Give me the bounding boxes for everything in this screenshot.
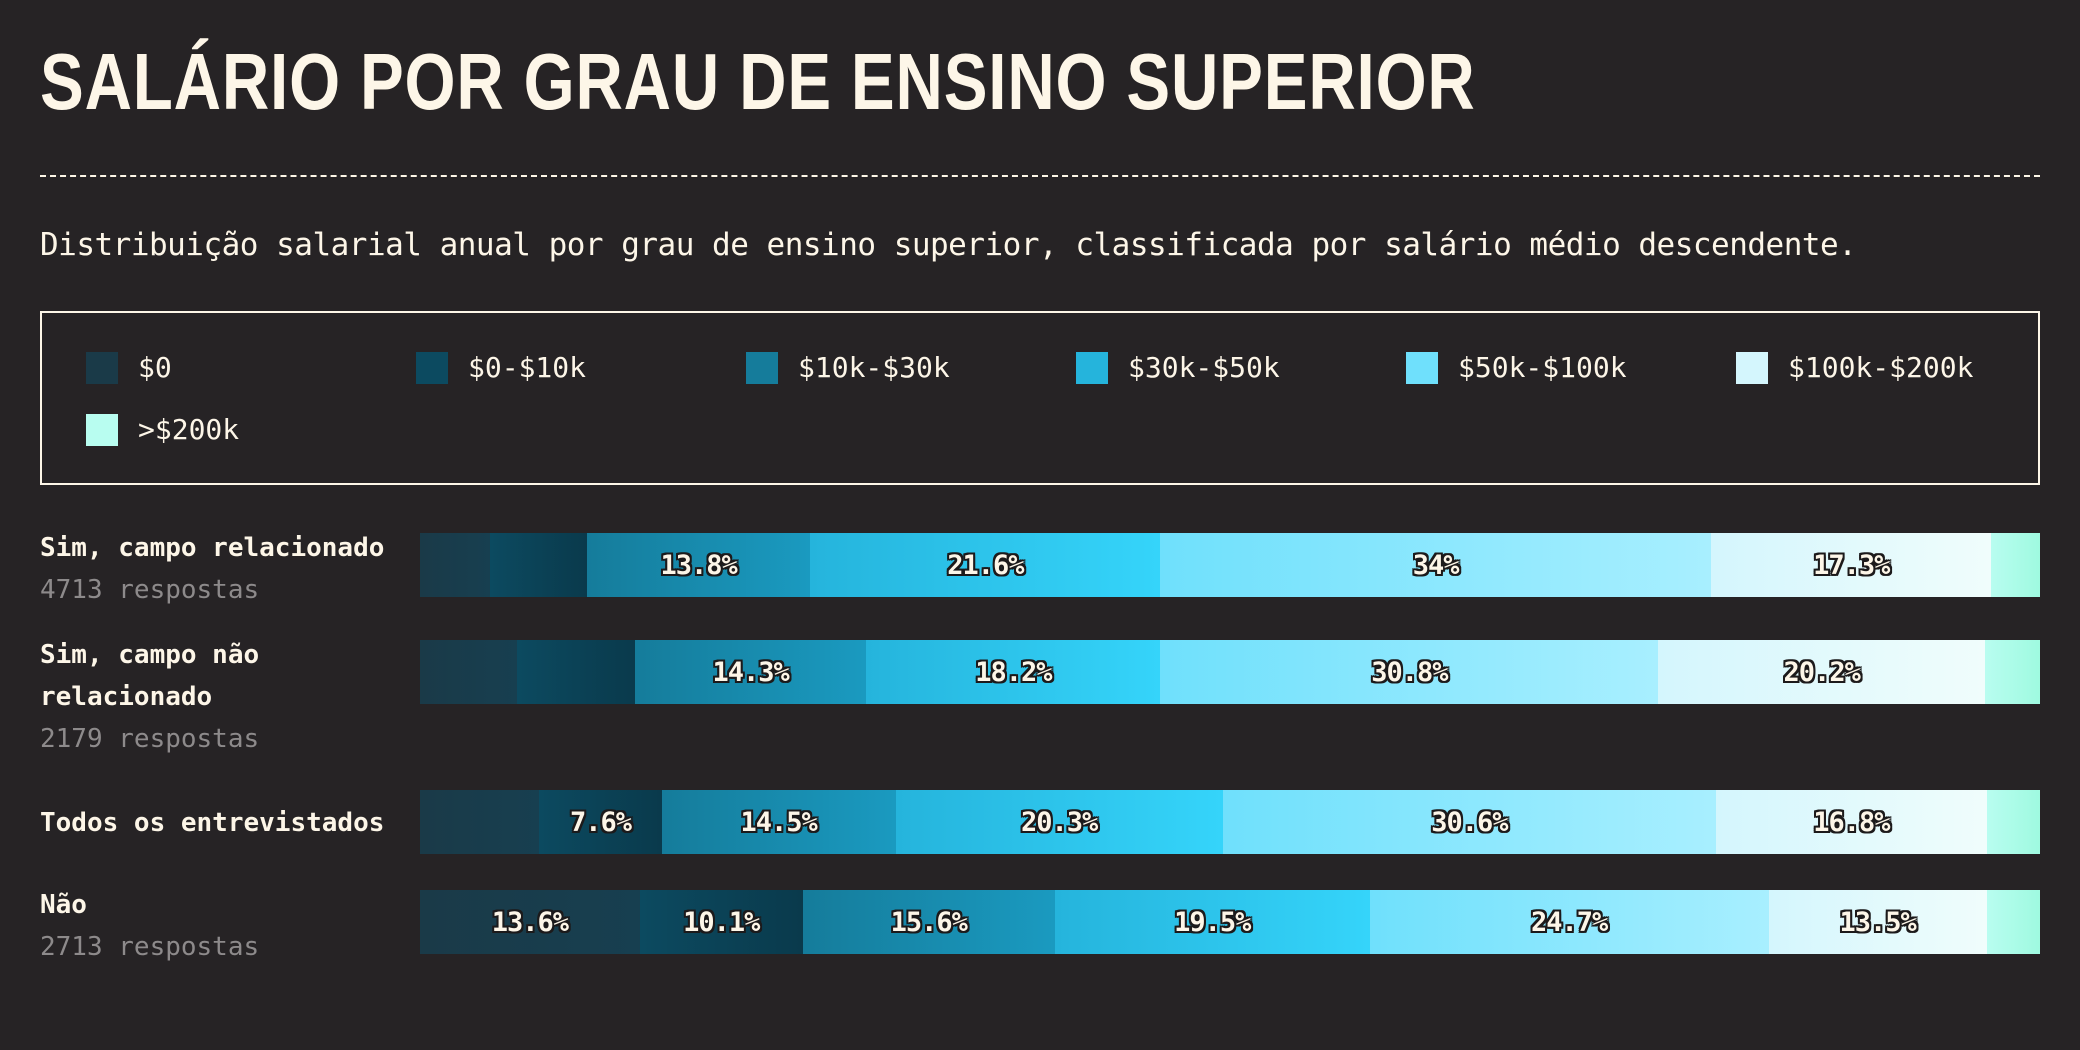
- bar-segment: [1984, 640, 2040, 704]
- row-label: Não 2713 respostas: [40, 884, 400, 968]
- bar-segment: [489, 533, 587, 597]
- bar-segment: 14.3%: [635, 640, 867, 704]
- title-divider: [40, 175, 2040, 177]
- segment-value-label: 10.1%: [683, 906, 760, 938]
- segment-value-label: 34%: [1412, 549, 1460, 581]
- segment-value-label: 7.6%: [570, 806, 632, 838]
- legend: $0 $0-$10k $10k-$30k $30k-$50k $50k-$100k $10…: [40, 311, 2040, 485]
- legend-swatch: [1076, 351, 1108, 384]
- bar-segment: 13.5%: [1768, 890, 1987, 954]
- segment-value-label: 14.3%: [712, 656, 789, 688]
- bar-segment: 13.8%: [586, 533, 811, 597]
- bar-segment: [1986, 890, 2040, 954]
- segment-value-label: 17.3%: [1813, 549, 1890, 581]
- segment-value-label: 15.6%: [890, 906, 968, 938]
- row-response-count: 2179 respostas: [40, 724, 260, 754]
- bar-segment: 10.1%: [639, 890, 803, 954]
- segment-value-label: 20.2%: [1783, 656, 1861, 688]
- bar-segment: 14.5%: [661, 790, 896, 854]
- bar-segment: 15.6%: [802, 890, 1055, 954]
- bar-segment: 34%: [1160, 533, 1712, 597]
- legend-label: $100k-$200k: [1788, 351, 1974, 384]
- legend-item: >$200k: [86, 413, 239, 446]
- segment-value-label: 30.6%: [1431, 806, 1508, 838]
- bar-segment: 7.6%: [539, 790, 662, 854]
- stacked-bar: 13.6% 10.1% 15.6% 19.5% 24.7% 13.5%: [420, 890, 2040, 954]
- bar-segment: [1986, 790, 2040, 854]
- segment-value-label: 19.5%: [1174, 906, 1251, 938]
- legend-item: $10k-$30k: [746, 351, 950, 384]
- row-label: Sim, campo relacionado 4713 respostas: [40, 527, 400, 611]
- legend-swatch: [1736, 351, 1768, 384]
- bar-segment: 20.3%: [895, 790, 1223, 854]
- legend-item: $30k-$50k: [1076, 351, 1280, 384]
- bar-segment: 18.2%: [866, 640, 1161, 704]
- segment-value-label: 21.6%: [947, 549, 1024, 581]
- row-response-count: 4713 respostas: [40, 575, 260, 605]
- segment-value-label: 13.5%: [1839, 906, 1917, 938]
- legend-swatch: [416, 351, 448, 384]
- bar-segment: [420, 533, 490, 597]
- bar-segment: [1991, 533, 2040, 597]
- bar-segment: 17.3%: [1711, 533, 1992, 597]
- legend-label: $10k-$30k: [798, 351, 950, 384]
- bar-segment: 21.6%: [810, 533, 1161, 597]
- stacked-bar: 7.6% 14.5% 20.3% 30.6% 16.8%: [420, 790, 2040, 854]
- legend-swatch: [86, 413, 118, 446]
- legend-swatch: [746, 351, 778, 384]
- legend-item: $100k-$200k: [1736, 351, 1973, 384]
- legend-label: $30k-$50k: [1128, 351, 1280, 384]
- bar-segment: 30.8%: [1160, 640, 1659, 704]
- stacked-bar: 13.8% 21.6% 34% 17.3%: [420, 533, 2040, 597]
- bar-segment: 16.8%: [1715, 790, 1987, 854]
- legend-label: $0-$10k: [468, 351, 587, 384]
- row-name: Sim, campo relacionado: [40, 533, 385, 563]
- segment-value-label: 16.8%: [1813, 806, 1890, 838]
- segment-value-label: 20.3%: [1020, 806, 1098, 838]
- bar-segment: 24.7%: [1369, 890, 1769, 954]
- legend-item: $0-$10k: [416, 351, 586, 384]
- legend-label: $0: [138, 351, 172, 384]
- row-name: Todos os entrevistados: [40, 808, 385, 838]
- segment-value-label: 13.8%: [660, 549, 737, 581]
- bar-segment: 13.6%: [420, 890, 640, 954]
- stacked-bar: 14.3% 18.2% 30.8% 20.2%: [420, 640, 2040, 704]
- row-label: Todos os entrevistados: [40, 802, 400, 844]
- row-label: Sim, campo não relacionado 2179 respostas: [40, 634, 400, 760]
- segment-value-label: 24.7%: [1531, 906, 1608, 938]
- legend-item: $50k-$100k: [1406, 351, 1627, 384]
- segment-value-label: 30.8%: [1371, 656, 1448, 688]
- row-name: Não: [40, 890, 87, 920]
- row-response-count: 2713 respostas: [40, 932, 260, 962]
- bar-segment: 20.2%: [1658, 640, 1985, 704]
- segment-value-label: 13.6%: [491, 906, 569, 938]
- chart-title: SALÁRIO POR GRAU DE ENSINO SUPERIOR: [40, 37, 1476, 126]
- legend-swatch: [1406, 351, 1438, 384]
- chart-subtitle: Distribuição salarial anual por grau de …: [40, 227, 1857, 263]
- bar-segment: [517, 640, 636, 704]
- legend-swatch: [86, 351, 118, 384]
- row-name: Sim, campo não relacionado: [40, 640, 260, 712]
- bar-segment: [420, 640, 517, 704]
- legend-label: $50k-$100k: [1458, 351, 1627, 384]
- segment-value-label: 14.5%: [740, 806, 818, 838]
- legend-label: >$200k: [138, 413, 240, 446]
- legend-item: $0: [86, 351, 172, 384]
- bar-segment: 30.6%: [1222, 790, 1716, 854]
- bar-segment: [420, 790, 540, 854]
- bar-segment: 19.5%: [1054, 890, 1370, 954]
- segment-value-label: 18.2%: [975, 656, 1052, 688]
